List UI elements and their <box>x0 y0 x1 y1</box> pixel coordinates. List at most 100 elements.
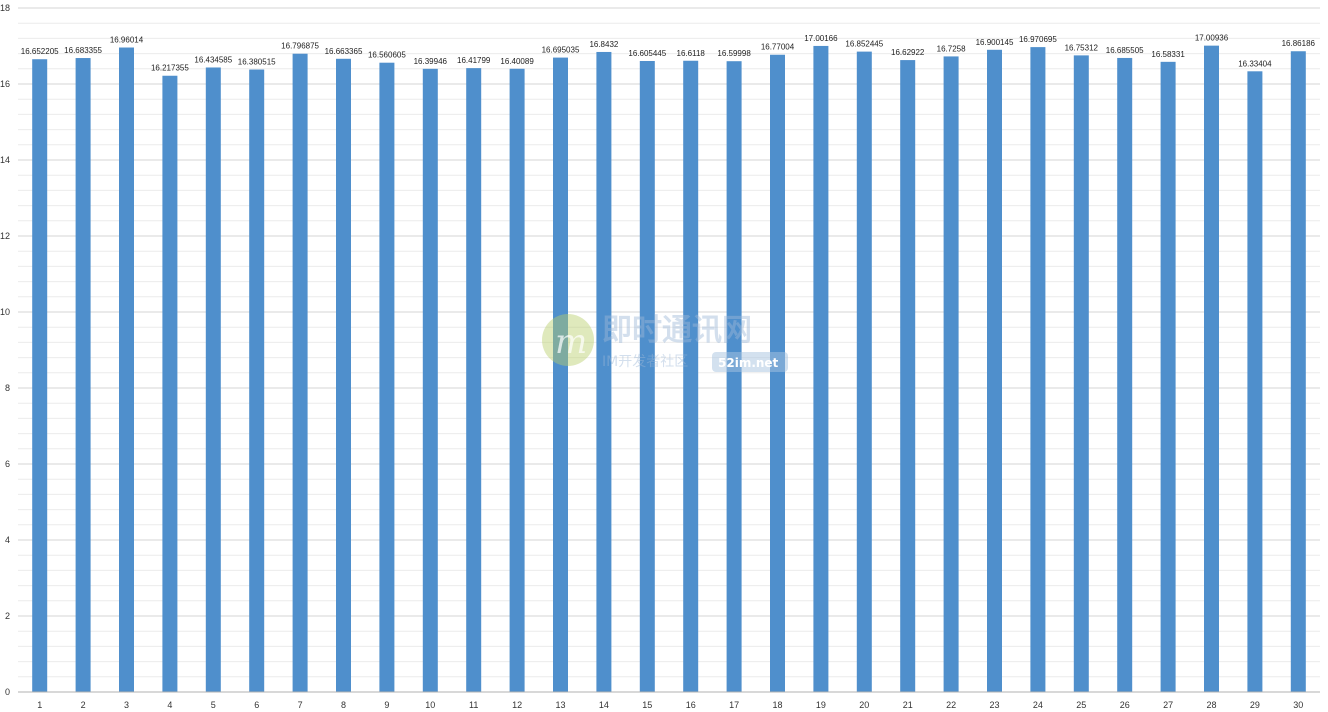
x-tick-label: 18 <box>772 700 782 710</box>
y-axis-ticks: 0 2 4 6 8 10 12 14 16 18 <box>0 3 10 697</box>
bar <box>1073 55 1089 692</box>
data-label: 16.59998 <box>717 49 751 58</box>
bar <box>422 68 438 693</box>
x-axis-ticks: 1 2 3 4 5 6 7 8 9 10 11 12 13 14 15 16 17 18 19 20 21 22 23 24 2… <box>37 700 1303 710</box>
bar <box>119 47 134 693</box>
bar <box>900 60 916 692</box>
x-tick-label: 25 <box>1076 700 1086 710</box>
bar <box>943 56 959 692</box>
watermark-logo-icon <box>542 314 594 366</box>
data-label: 16.663365 <box>325 47 363 56</box>
watermark-title: 即时通讯网 <box>602 313 752 348</box>
bar <box>987 49 1002 692</box>
bars <box>32 45 1306 693</box>
x-tick-label: 10 <box>425 700 435 710</box>
watermark: m 即时通讯网 IM开发者社区 52im.net <box>542 313 788 372</box>
x-tick-label: 29 <box>1250 700 1260 710</box>
x-tick-label: 1 <box>37 700 42 710</box>
data-label: 16.62922 <box>891 48 925 57</box>
data-label: 16.796875 <box>281 42 319 51</box>
bar <box>1030 47 1046 693</box>
bar <box>726 61 742 693</box>
y-tick-label: 10 <box>0 307 10 317</box>
bar <box>553 57 568 692</box>
y-tick-label: 18 <box>0 3 10 13</box>
bar <box>205 67 221 692</box>
data-label: 16.900145 <box>976 38 1014 47</box>
x-tick-label: 28 <box>1206 700 1216 710</box>
data-label: 17.00936 <box>1195 34 1229 43</box>
y-tick-label: 14 <box>0 155 10 165</box>
y-tick-label: 4 <box>5 535 10 545</box>
bar <box>596 51 612 693</box>
bar <box>813 45 829 693</box>
watermark-domain: 52im.net <box>718 356 779 370</box>
bar <box>292 53 308 692</box>
data-label: 16.695035 <box>542 46 580 55</box>
data-label: 16.7258 <box>937 44 966 53</box>
data-label: 16.8432 <box>589 40 618 49</box>
bar <box>379 62 395 692</box>
data-labels: 16.652205 16.683355 16.96014 16.217355 16.43… <box>21 34 1316 73</box>
x-tick-label: 7 <box>298 700 303 710</box>
x-tick-label: 17 <box>729 700 739 710</box>
y-tick-label: 8 <box>5 383 10 393</box>
bar <box>1117 57 1133 693</box>
y-tick-label: 2 <box>5 611 10 621</box>
x-tick-label: 22 <box>946 700 956 710</box>
x-tick-label: 5 <box>211 700 216 710</box>
bar <box>32 59 48 693</box>
x-tick-label: 13 <box>555 700 565 710</box>
bar <box>1204 45 1219 692</box>
data-label: 16.86186 <box>1282 39 1316 48</box>
bar <box>466 68 482 692</box>
bar <box>249 69 265 693</box>
data-label: 16.685505 <box>1106 46 1144 55</box>
x-tick-label: 11 <box>469 700 478 710</box>
data-label: 16.652205 <box>21 47 59 56</box>
bar <box>1247 71 1263 693</box>
data-label: 16.970695 <box>1019 35 1057 44</box>
x-tick-label: 26 <box>1120 700 1130 710</box>
data-label: 16.75312 <box>1065 43 1099 52</box>
x-tick-label: 30 <box>1293 700 1303 710</box>
data-label: 16.434585 <box>194 55 232 64</box>
x-tick-label: 21 <box>903 700 913 710</box>
x-tick-label: 14 <box>599 700 609 710</box>
y-tick-label: 12 <box>0 231 10 241</box>
y-tick-label: 6 <box>5 459 10 469</box>
x-tick-label: 20 <box>859 700 869 710</box>
bar <box>639 60 655 692</box>
data-label: 16.39946 <box>414 57 448 66</box>
x-tick-label: 8 <box>341 700 346 710</box>
bar <box>683 60 699 693</box>
data-label: 16.380515 <box>238 58 276 67</box>
watermark-logo-letter: m <box>555 322 587 362</box>
data-label: 16.560605 <box>368 51 406 60</box>
data-label: 16.58331 <box>1151 50 1185 59</box>
data-label: 16.40089 <box>500 57 534 66</box>
bar <box>509 68 525 693</box>
bar <box>770 54 785 693</box>
bar <box>856 51 872 692</box>
x-tick-label: 2 <box>81 700 86 710</box>
watermark-domain-badge <box>712 352 788 372</box>
x-tick-label: 24 <box>1033 700 1043 710</box>
x-tick-label: 4 <box>167 700 172 710</box>
data-label: 16.605445 <box>628 49 666 58</box>
data-label: 17.00166 <box>804 34 838 43</box>
y-tick-label: 16 <box>0 79 10 89</box>
data-label: 16.96014 <box>110 36 144 45</box>
watermark-subtitle: IM开发者社区 <box>602 354 688 370</box>
x-tick-label: 19 <box>816 700 826 710</box>
data-label: 16.77004 <box>761 43 795 52</box>
bar <box>1160 61 1176 692</box>
x-tick-label: 16 <box>686 700 696 710</box>
data-label: 16.33404 <box>1238 59 1272 68</box>
data-label: 16.217355 <box>151 64 189 73</box>
bar <box>162 75 178 693</box>
x-tick-label: 27 <box>1163 700 1173 710</box>
data-label: 16.41799 <box>457 56 491 65</box>
data-label: 16.683355 <box>64 46 102 55</box>
